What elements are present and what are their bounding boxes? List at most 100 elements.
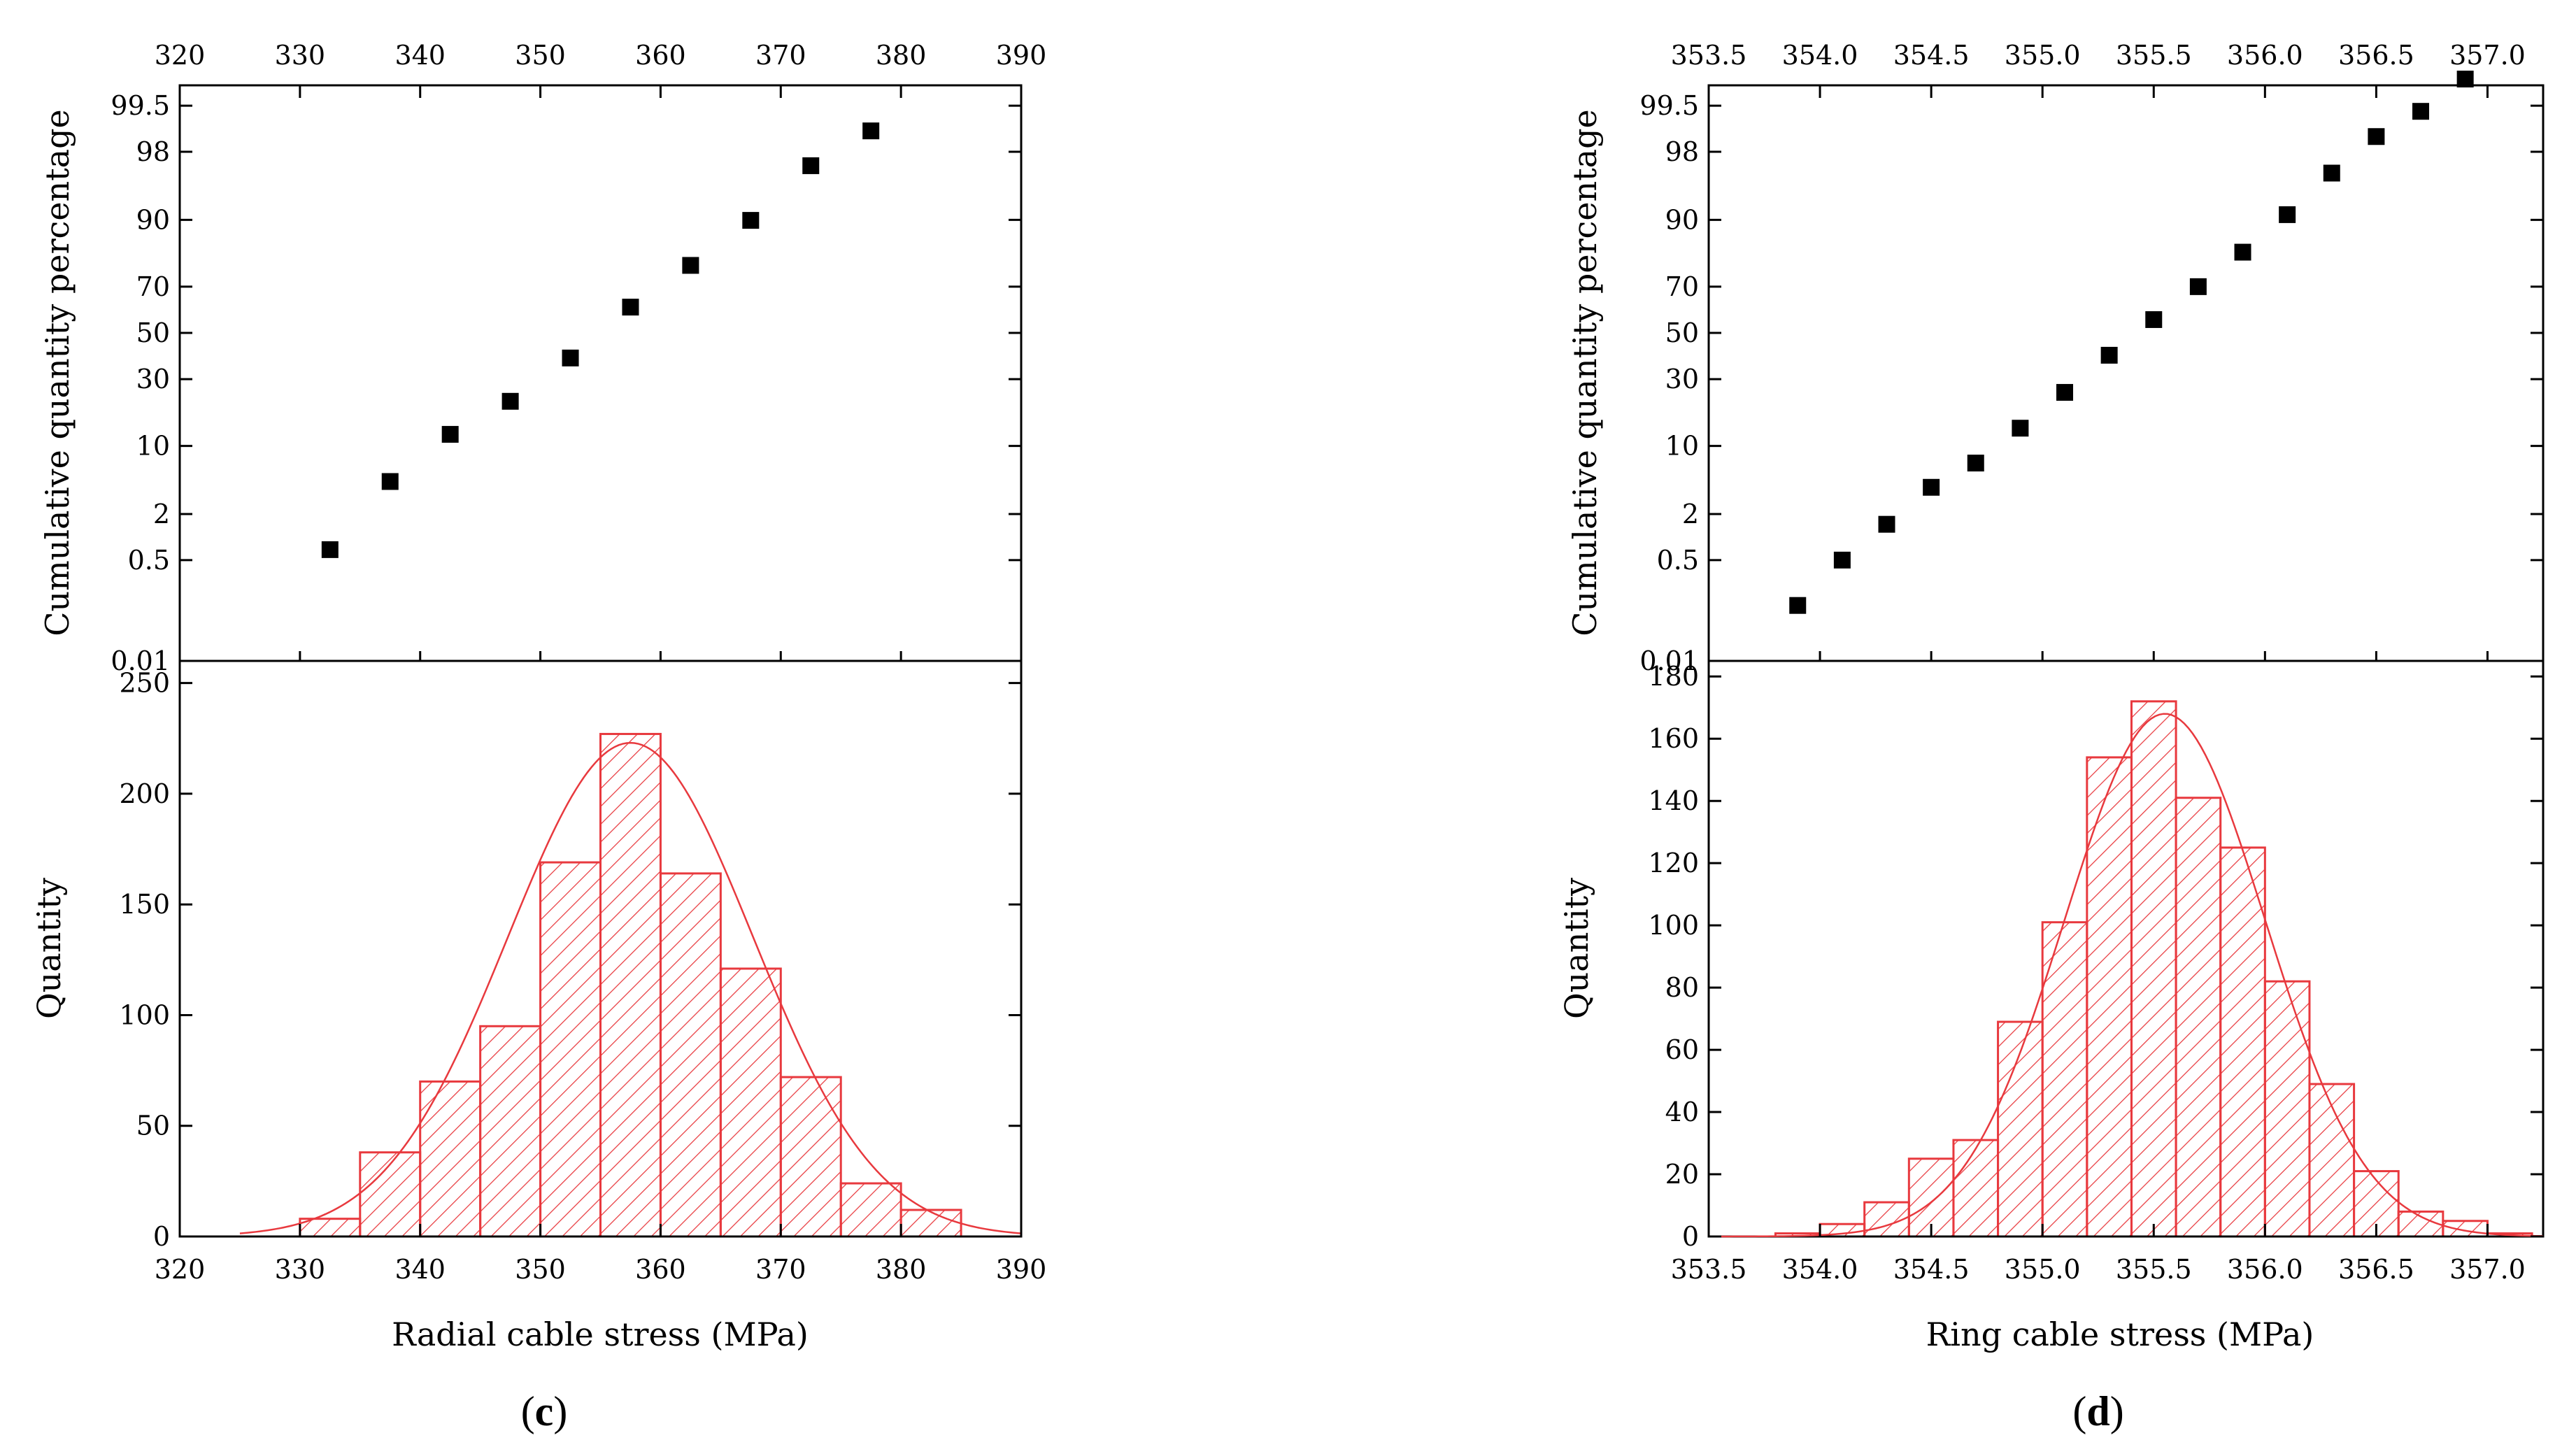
- panel-c-label: (c): [521, 1388, 568, 1434]
- panel-d-bottom-x-tick-label: 357.0: [2449, 1254, 2526, 1285]
- panel-c-bottom-x-tick-label: 390: [996, 1254, 1047, 1285]
- panel-c-bottom-x-tick-label: 370: [755, 1254, 806, 1285]
- panel-c-prob-y-tick-label: 0.5: [128, 545, 170, 576]
- panel-d-histogram-bar: [1952, 1139, 2000, 1238]
- panel-c-histogram-bars: [180, 732, 1021, 1238]
- panel-c-x-axis-title: Radial cable stress (MPa): [392, 1316, 809, 1353]
- panel-d-histogram: 353.5 354.0 354.5 355.0 355.5 356.0 356.5 357.0…: [1558, 651, 2545, 1353]
- panel-d-hist-y-axis-title: Quantity: [1558, 878, 1595, 1019]
- panel-d-prob-y-tick-label: 70: [1665, 271, 1699, 302]
- panel-c-hist-y-ticks: 0 50 100 150 200 250: [119, 668, 1021, 1252]
- panel-c-top-x-tick-label: 370: [755, 40, 806, 71]
- panel-d-histogram-bar: [2219, 846, 2266, 1238]
- panel-d-hist-y-tick-label: 160: [1648, 723, 1699, 754]
- panel-c-bottom-x-tick-label: 330: [275, 1254, 326, 1285]
- panel-c-prob-y-tick-label: 0.01: [111, 646, 170, 676]
- panel-d-bottom-x-tick-label: 356.0: [2227, 1254, 2303, 1285]
- panel-d-prob-y-tick-label: 99.5: [1639, 90, 1699, 121]
- panel-d-cumulative-point: [2100, 346, 2118, 364]
- panel-d-cumulative-point: [2412, 103, 2430, 120]
- panel-c-prob-y-tick-label: 30: [136, 364, 170, 394]
- panel-c-top-x-tick-label: 320: [155, 40, 206, 71]
- panel-d-top-x-tick-label: 354.0: [1782, 40, 1858, 71]
- panel-d-prob-y-tick-label: 30: [1665, 364, 1699, 394]
- panel-d-cumulative-point: [2012, 420, 2029, 437]
- panel-c-bottom-x-ticks: 320 330 340 350 360 370 380 390: [155, 651, 1047, 1285]
- panel-d-bottom-x-tick-label: 354.0: [1782, 1254, 1858, 1285]
- panel-d-cumulative-point: [2145, 311, 2163, 328]
- panel-d-histogram-bar: [2263, 980, 2311, 1238]
- panel-c-prob-y-axis-title: Cumulative quantity percentage: [38, 109, 76, 636]
- panel-d-x-axis-title: Ring cable stress (MPa): [1926, 1316, 2314, 1353]
- panel-d-histogram-bars: [1709, 700, 2543, 1238]
- panel-d-bottom-x-tick-label: 356.5: [2338, 1254, 2414, 1285]
- panel-d-bottom-x-ticks: 353.5 354.0 354.5 355.0 355.5 356.0 356.5 357.0: [1671, 651, 2526, 1285]
- panel-c-cumulative-point: [622, 299, 639, 316]
- panel-d-cumulative-point: [1789, 597, 1807, 614]
- panel-d-prob-y-axis-title: Cumulative quantity percentage: [1566, 109, 1604, 636]
- panel-d-bottom-x-tick-label: 355.5: [2116, 1254, 2192, 1285]
- panel-d-prob-y-tick-label: 10: [1665, 431, 1699, 462]
- panel-d-cumulative-point: [1833, 551, 1851, 569]
- panel-c-top-x-tick-label: 350: [515, 40, 566, 71]
- panel-d-prob-y-tick-label: 90: [1665, 204, 1699, 235]
- panel-c-cumulative-point: [562, 349, 579, 366]
- panel-d-probability-plot: 353.5 354.0 354.5 355.0 355.5 356.0 356.5 357.0…: [1566, 40, 2545, 676]
- panel-c-prob-y-tick-label: 90: [136, 204, 170, 235]
- panel-c-prob-y-tick-label: 2: [153, 499, 170, 529]
- panel-c-cumulative-points: [321, 122, 880, 558]
- panel-c-histogram-bar: [899, 1209, 962, 1238]
- panel-c-histogram-bar: [539, 861, 602, 1238]
- panel-d-cumulative-point: [2189, 278, 2207, 295]
- panel-d-histogram-bar: [2130, 700, 2177, 1238]
- panel-d-cumulative-point: [1878, 515, 1895, 533]
- panel-c-prob-y-ticks: 99.5 98 90 70 50 30 10 2 0.5 0.01: [111, 90, 1021, 676]
- panel-c-cumulative-point: [501, 392, 519, 410]
- panel-d-cumulative-point: [2456, 71, 2474, 88]
- panel-d-hist-y-tick-label: 0: [1682, 1221, 1699, 1252]
- panel-c-histogram: 320 330 340 350 360 370 380 390 0 50 100 150 200 250…: [30, 651, 1046, 1353]
- panel-d-top-x-tick-label: 357.0: [2449, 40, 2526, 71]
- panel-c-cumulative-point: [381, 473, 399, 490]
- panel-d-prob-y-tick-label: 50: [1665, 318, 1699, 348]
- panel-c-probability-plot: 320 330 340 350 360 370 380 390 99.5 98 90 70 50 30 1…: [38, 40, 1046, 676]
- panel-d-prob-y-ticks: 99.5 98 90 70 50 30 10 2 0.5 0.01: [1639, 90, 2543, 676]
- panel-c-cumulative-point: [862, 122, 880, 140]
- panel-d-label: (d): [2072, 1388, 2123, 1434]
- panel-d-bottom-x-tick-label: 353.5: [1671, 1254, 1747, 1285]
- panel-c-prob-y-tick-label: 70: [136, 271, 170, 302]
- panel-d-hist-y-tick-label: 80: [1665, 972, 1699, 1003]
- panel-c-bottom-x-tick-label: 380: [876, 1254, 927, 1285]
- panel-d-bottom-x-tick-label: 354.5: [1893, 1254, 1970, 1285]
- panel-d-hist-y-tick-label: 60: [1665, 1034, 1699, 1065]
- panel-c-top-x-ticks: 320 330 340 350 360 370 380 390: [155, 40, 1046, 98]
- panel-d-hist-y-tick-label: 40: [1665, 1097, 1699, 1127]
- panel-c-bottom-x-tick-label: 340: [394, 1254, 446, 1285]
- panel-d-cumulative-points: [1789, 71, 2474, 614]
- panel-d-normal-fit-curve: [1708, 713, 2544, 1238]
- panel-c-cumulative-point: [802, 157, 820, 174]
- panel-d-prob-y-tick-label: 0.5: [1657, 545, 1699, 576]
- panel-c-top-x-tick-label: 380: [876, 40, 927, 71]
- panel-c-bottom-x-tick-label: 350: [515, 1254, 566, 1285]
- panel-c-bottom-x-tick-label: 360: [635, 1254, 686, 1285]
- panel-c-top-x-tick-label: 330: [275, 40, 326, 71]
- panel-c-prob-y-tick-label: 50: [136, 318, 170, 348]
- panel-c: 320 330 340 350 360 370 380 390 99.5 98 90 70 50 30 1…: [30, 40, 1046, 1434]
- panel-c-cumulative-point: [682, 257, 699, 274]
- panel-c-histogram-bar: [479, 1025, 542, 1238]
- panel-d-probability-frame: [1707, 84, 2545, 662]
- panel-d: 353.5 354.0 354.5 355.0 355.5 356.0 356.5 357.0…: [1558, 40, 2545, 1434]
- panel-c-histogram-bar: [779, 1076, 842, 1238]
- panel-d-cumulative-point: [2234, 243, 2251, 261]
- panel-d-prob-y-tick-label: 0.01: [1639, 646, 1699, 676]
- panel-c-prob-y-tick-label: 10: [136, 431, 170, 462]
- panel-c-prob-y-tick-label: 98: [136, 136, 170, 167]
- panel-c-bottom-x-tick-label: 320: [155, 1254, 206, 1285]
- panel-d-cumulative-point: [1923, 478, 1940, 496]
- panel-d-cumulative-point: [2056, 384, 2074, 401]
- panel-d-top-x-tick-label: 353.5: [1671, 40, 1747, 71]
- panel-c-top-x-tick-label: 340: [394, 40, 446, 71]
- panel-c-hist-y-tick-label: 150: [119, 889, 170, 920]
- panel-c-hist-y-axis-title: Quantity: [30, 878, 68, 1019]
